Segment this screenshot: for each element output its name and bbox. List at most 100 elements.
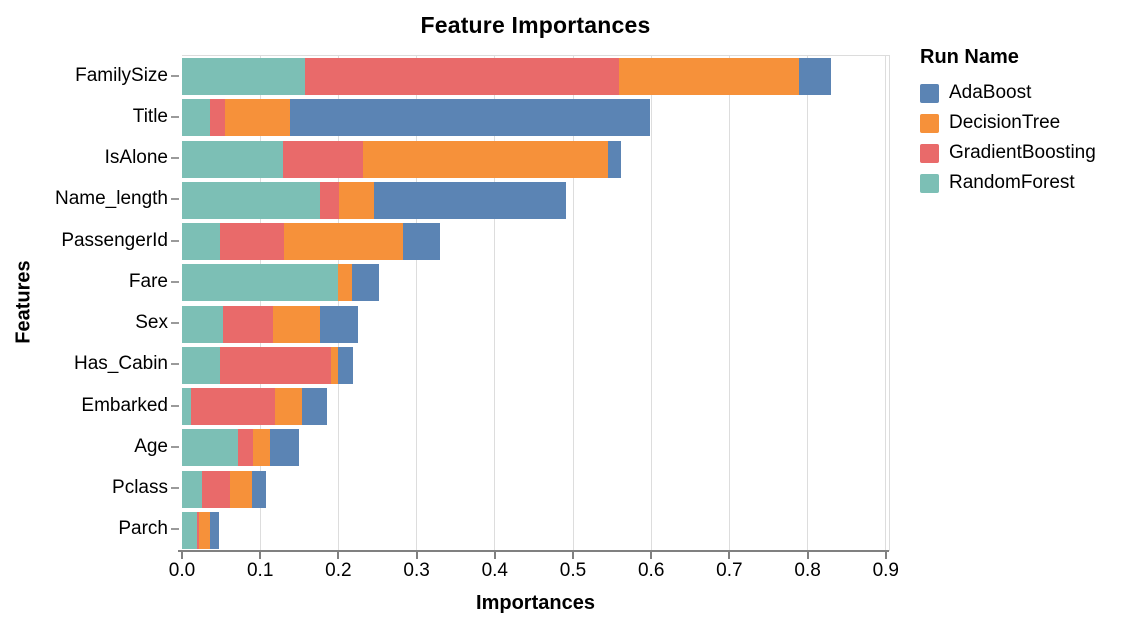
y-label-Parch: Parch	[118, 518, 168, 540]
bar-segment-Has_Cabin-AdaBoost	[337, 346, 354, 384]
gridline	[885, 56, 887, 551]
bar-segment-FamilySize-AdaBoost	[798, 58, 832, 95]
x-tick	[650, 552, 653, 559]
x-tick-label-0.0: 0.0	[168, 560, 196, 581]
bar-segment-FamilySize-GradientBoosting	[304, 58, 620, 95]
bar-segment-FamilySize-DecisionTree	[619, 58, 799, 95]
bar-segment-Name_length-AdaBoost	[373, 181, 566, 219]
bar-segment-Fare-DecisionTree	[338, 264, 352, 302]
bar-segment-Age-GradientBoosting	[238, 429, 254, 467]
x-tick	[572, 552, 574, 559]
y-label-FamilySize: FamilySize	[75, 64, 168, 86]
y-label-Fare: Fare	[128, 270, 168, 292]
gridline	[494, 56, 496, 551]
bar-segment-PassengerId-DecisionTree	[284, 223, 403, 260]
gridline	[337, 56, 339, 551]
y-label-Name_length: Name_length	[54, 188, 168, 210]
y-label-Sex: Sex	[135, 312, 168, 334]
bar-segment-Embarked-DecisionTree	[275, 388, 302, 425]
y-tick	[171, 322, 179, 325]
bar-segment-FamilySize-RandomForest	[182, 58, 305, 95]
bar-segment-Parch-AdaBoost	[210, 511, 219, 549]
x-tick	[493, 552, 496, 559]
bar-segment-Title-GradientBoosting	[210, 99, 225, 137]
legend-item-AdaBoost: AdaBoost	[920, 82, 1096, 104]
bar-segment-Title-DecisionTree	[225, 99, 290, 137]
legend-swatch-GradientBoosting	[920, 143, 939, 163]
x-tick-label-0.8: 0.8	[794, 560, 821, 581]
legend-swatch-RandomForest	[920, 173, 939, 193]
y-label-Has_Cabin: Has_Cabin	[74, 353, 168, 375]
bar-segment-Pclass-AdaBoost	[252, 470, 266, 508]
bar-segment-Embarked-AdaBoost	[301, 388, 327, 425]
bar-segment-Fare-RandomForest	[182, 264, 339, 302]
gridline	[650, 56, 652, 551]
legend-item-GradientBoosting: GradientBoosting	[920, 142, 1096, 164]
x-tick	[728, 552, 731, 559]
bar-segment-Sex-RandomForest	[182, 305, 224, 343]
gridline	[259, 56, 261, 551]
legend-title: Run Name	[920, 46, 1019, 68]
legend-items: AdaBoost DecisionTree GradientBoosting Rand…	[920, 82, 1096, 194]
x-tick	[415, 552, 418, 559]
bar-segment-Name_length-DecisionTree	[339, 181, 374, 219]
legend-item-DecisionTree: DecisionTree	[920, 112, 1096, 134]
legend-label: RandomForest	[949, 172, 1075, 193]
bar-segment-Name_length-RandomForest	[182, 181, 320, 219]
x-tick	[337, 552, 340, 559]
x-tick-label-0.5: 0.5	[559, 560, 587, 581]
bar-segment-Sex-DecisionTree	[272, 305, 320, 343]
y-tick	[171, 157, 179, 160]
bar-segment-Name_length-GradientBoosting	[319, 181, 340, 219]
gridline	[728, 56, 730, 551]
x-tick	[181, 552, 183, 559]
bar-segment-Title-RandomForest	[182, 99, 211, 137]
bar-segment-Parch-GradientBoosting	[196, 511, 200, 549]
bar-segment-Has_Cabin-RandomForest	[182, 346, 221, 384]
gridline	[572, 56, 574, 551]
bar-segment-Pclass-GradientBoosting	[202, 470, 230, 508]
bar-segment-IsAlone-RandomForest	[182, 140, 283, 178]
legend: Run Name AdaBoost DecisionTree GradientBoo…	[920, 46, 1096, 202]
bar-segment-Has_Cabin-DecisionTree	[330, 346, 338, 384]
y-label-PassengerId: PassengerId	[61, 229, 168, 251]
x-tick-label-0.1: 0.1	[246, 560, 274, 581]
bar-segment-Pclass-RandomForest	[182, 470, 203, 508]
y-tick	[171, 487, 179, 490]
y-tick	[171, 528, 179, 531]
bar-segment-Age-AdaBoost	[270, 429, 299, 467]
x-tick	[259, 552, 262, 559]
plot-area	[182, 55, 890, 551]
y-tick	[171, 363, 179, 366]
y-label-IsAlone: IsAlone	[104, 147, 168, 169]
bar-segment-Parch-RandomForest	[182, 511, 197, 549]
x-tick-label-0.9: 0.9	[872, 560, 899, 581]
y-tick	[171, 198, 179, 201]
x-axis-title: Importances	[476, 592, 595, 614]
bar-segment-Has_Cabin-GradientBoosting	[220, 346, 331, 384]
bar-segment-Pclass-DecisionTree	[229, 470, 253, 508]
bar-segment-PassengerId-GradientBoosting	[220, 223, 285, 260]
bar-segment-PassengerId-AdaBoost	[402, 223, 441, 260]
y-tick	[171, 239, 179, 242]
gridline	[416, 56, 418, 551]
bar-segment-Embarked-RandomForest	[182, 388, 191, 425]
x-tick	[806, 552, 809, 559]
y-tick	[171, 445, 179, 448]
legend-label: AdaBoost	[949, 82, 1032, 103]
bar-segment-Sex-AdaBoost	[319, 305, 358, 343]
legend-label: DecisionTree	[949, 112, 1061, 133]
legend-label: GradientBoosting	[949, 142, 1096, 163]
x-axis-line	[178, 550, 889, 552]
bar-segment-Age-RandomForest	[182, 429, 239, 467]
bar-segment-Title-AdaBoost	[289, 99, 651, 137]
legend-item-RandomForest: RandomForest	[920, 172, 1096, 194]
y-tick	[171, 115, 179, 118]
gridline	[807, 56, 809, 551]
bar-segment-IsAlone-GradientBoosting	[282, 140, 363, 178]
x-tick-label-0.4: 0.4	[481, 560, 508, 581]
bar-segment-Sex-GradientBoosting	[223, 305, 273, 343]
bar-segment-IsAlone-AdaBoost	[608, 140, 621, 178]
y-tick	[171, 280, 179, 283]
